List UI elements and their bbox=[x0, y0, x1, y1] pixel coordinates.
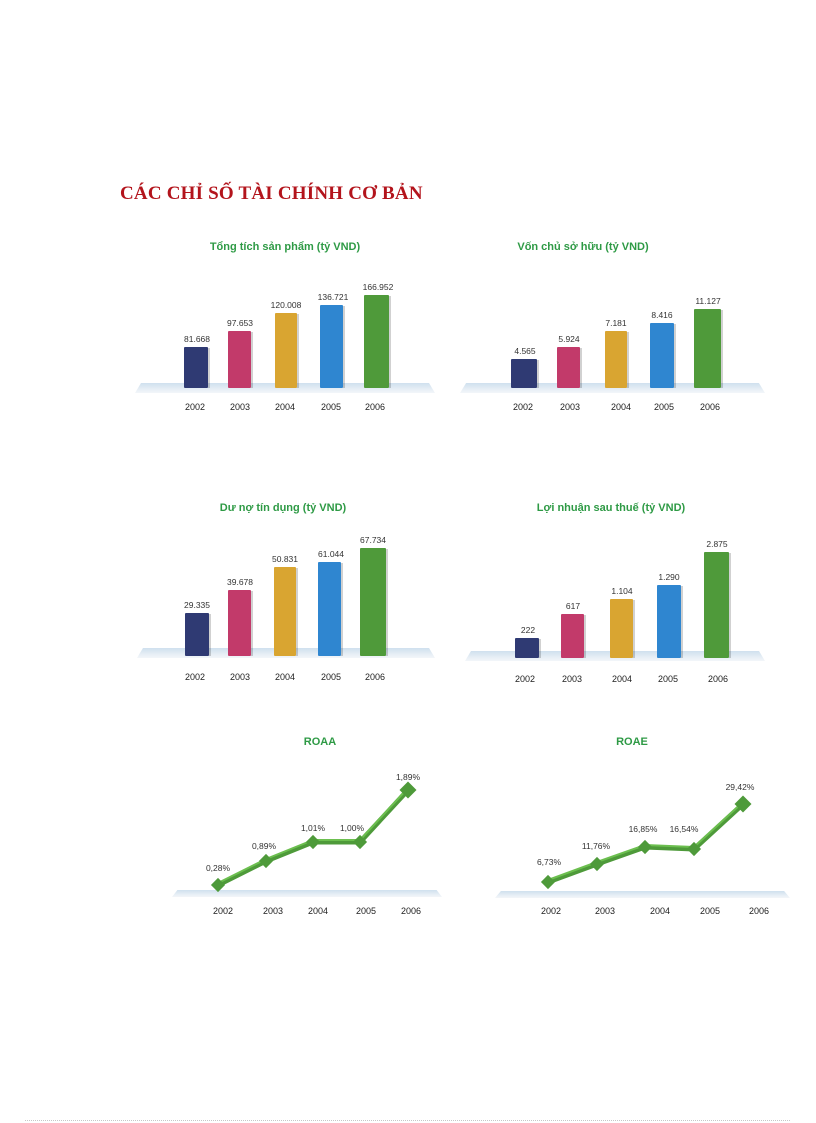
chart-baseline bbox=[460, 383, 765, 393]
value-label: 120.008 bbox=[270, 300, 302, 310]
chart-title: Lợi nhuận sau thuế (tỷ VND) bbox=[536, 502, 686, 514]
value-label: 11,76% bbox=[581, 841, 611, 851]
value-label: 1.104 bbox=[611, 586, 633, 596]
value-label: 5.924 bbox=[558, 334, 580, 344]
value-label: 11.127 bbox=[695, 296, 721, 306]
value-label: 16,54% bbox=[669, 824, 699, 834]
value-label: 81.668 bbox=[184, 334, 210, 344]
value-label: 6,73% bbox=[536, 857, 562, 867]
x-tick-label: 2004 bbox=[274, 402, 296, 412]
bar-2002 bbox=[184, 347, 210, 388]
chart-title: Dư nợ tín dụng (tỷ VND) bbox=[219, 502, 347, 514]
value-label: 97.653 bbox=[227, 318, 253, 328]
value-label: 0,28% bbox=[205, 863, 231, 873]
x-tick-label: 2003 bbox=[559, 402, 581, 412]
value-label: 50.831 bbox=[272, 554, 298, 564]
bar-2003 bbox=[228, 331, 253, 388]
bar-2005 bbox=[318, 562, 343, 656]
value-label: 2.875 bbox=[706, 539, 728, 549]
x-tick-label: 2004 bbox=[649, 906, 671, 916]
chart-title: ROAE bbox=[616, 736, 648, 748]
x-tick-label: 2005 bbox=[320, 672, 342, 682]
x-tick-label: 2003 bbox=[229, 672, 251, 682]
chart-baseline bbox=[172, 890, 442, 897]
chart-baseline bbox=[495, 891, 790, 898]
value-label: 136.721 bbox=[317, 292, 349, 302]
x-tick-label: 2004 bbox=[307, 906, 329, 916]
x-tick-label: 2005 bbox=[657, 674, 679, 684]
x-tick-label: 2006 bbox=[748, 906, 770, 916]
x-tick-label: 2002 bbox=[514, 674, 536, 684]
value-label: 29,42% bbox=[725, 782, 755, 792]
footer-divider bbox=[25, 1120, 790, 1121]
bar-2002 bbox=[515, 638, 541, 658]
value-label: 1,00% bbox=[339, 823, 365, 833]
bar-2003 bbox=[561, 614, 586, 658]
x-tick-label: 2003 bbox=[262, 906, 284, 916]
bar-2002 bbox=[511, 359, 539, 388]
bar-2006 bbox=[694, 309, 723, 388]
chart-baseline bbox=[135, 383, 435, 393]
bar-2004 bbox=[605, 331, 629, 388]
x-tick-label: 2002 bbox=[184, 672, 206, 682]
x-tick-label: 2006 bbox=[707, 674, 729, 684]
x-tick-label: 2005 bbox=[699, 906, 721, 916]
bar-2003 bbox=[557, 347, 582, 388]
x-tick-label: 2003 bbox=[561, 674, 583, 684]
x-tick-label: 2006 bbox=[364, 672, 386, 682]
value-label: 16,85% bbox=[628, 824, 658, 834]
value-label: 1.290 bbox=[658, 572, 680, 582]
x-tick-label: 2004 bbox=[611, 674, 633, 684]
x-tick-label: 2002 bbox=[184, 402, 206, 412]
value-label: 7.181 bbox=[605, 318, 627, 328]
bar-2005 bbox=[657, 585, 683, 658]
x-tick-label: 2005 bbox=[355, 906, 377, 916]
value-label: 39.678 bbox=[227, 577, 253, 587]
value-label: 0,89% bbox=[251, 841, 277, 851]
x-tick-label: 2003 bbox=[229, 402, 251, 412]
x-tick-label: 2004 bbox=[610, 402, 632, 412]
bar-2006 bbox=[704, 552, 731, 658]
bar-2006 bbox=[364, 295, 391, 388]
value-label: 29.335 bbox=[184, 600, 210, 610]
value-label: 61.044 bbox=[318, 549, 344, 559]
value-label: 1,01% bbox=[300, 823, 326, 833]
bar-2004 bbox=[275, 313, 299, 388]
chart-title: Vốn chủ sở hữu (tỷ VND) bbox=[517, 241, 649, 253]
chart-title: Tổng tích sản phẩm (tỷ VND) bbox=[209, 241, 361, 253]
value-label: 166.952 bbox=[362, 282, 394, 292]
x-tick-label: 2005 bbox=[653, 402, 675, 412]
value-label: 67.734 bbox=[360, 535, 386, 545]
x-tick-label: 2006 bbox=[364, 402, 386, 412]
chart-title: ROAA bbox=[303, 736, 337, 748]
x-tick-label: 2002 bbox=[512, 402, 534, 412]
bar-2006 bbox=[360, 548, 388, 656]
x-tick-label: 2005 bbox=[320, 402, 342, 412]
value-label: 222 bbox=[520, 625, 536, 635]
x-tick-label: 2006 bbox=[699, 402, 721, 412]
x-tick-label: 2004 bbox=[274, 672, 296, 682]
x-tick-label: 2006 bbox=[400, 906, 422, 916]
page-title: CÁC CHỈ SỐ TÀI CHÍNH CƠ BẢN bbox=[120, 183, 423, 204]
x-tick-label: 2003 bbox=[594, 906, 616, 916]
x-tick-label: 2002 bbox=[212, 906, 234, 916]
bar-2004 bbox=[610, 599, 635, 658]
bar-2005 bbox=[320, 305, 345, 388]
bar-2002 bbox=[185, 613, 211, 656]
value-label: 8.416 bbox=[651, 310, 673, 320]
value-label: 1,89% bbox=[395, 772, 421, 782]
value-label: 4.565 bbox=[514, 346, 536, 356]
value-label: 617 bbox=[565, 601, 581, 611]
x-tick-label: 2002 bbox=[540, 906, 562, 916]
bar-2003 bbox=[228, 590, 253, 656]
bar-2004 bbox=[274, 567, 298, 656]
bar-2005 bbox=[650, 323, 676, 388]
